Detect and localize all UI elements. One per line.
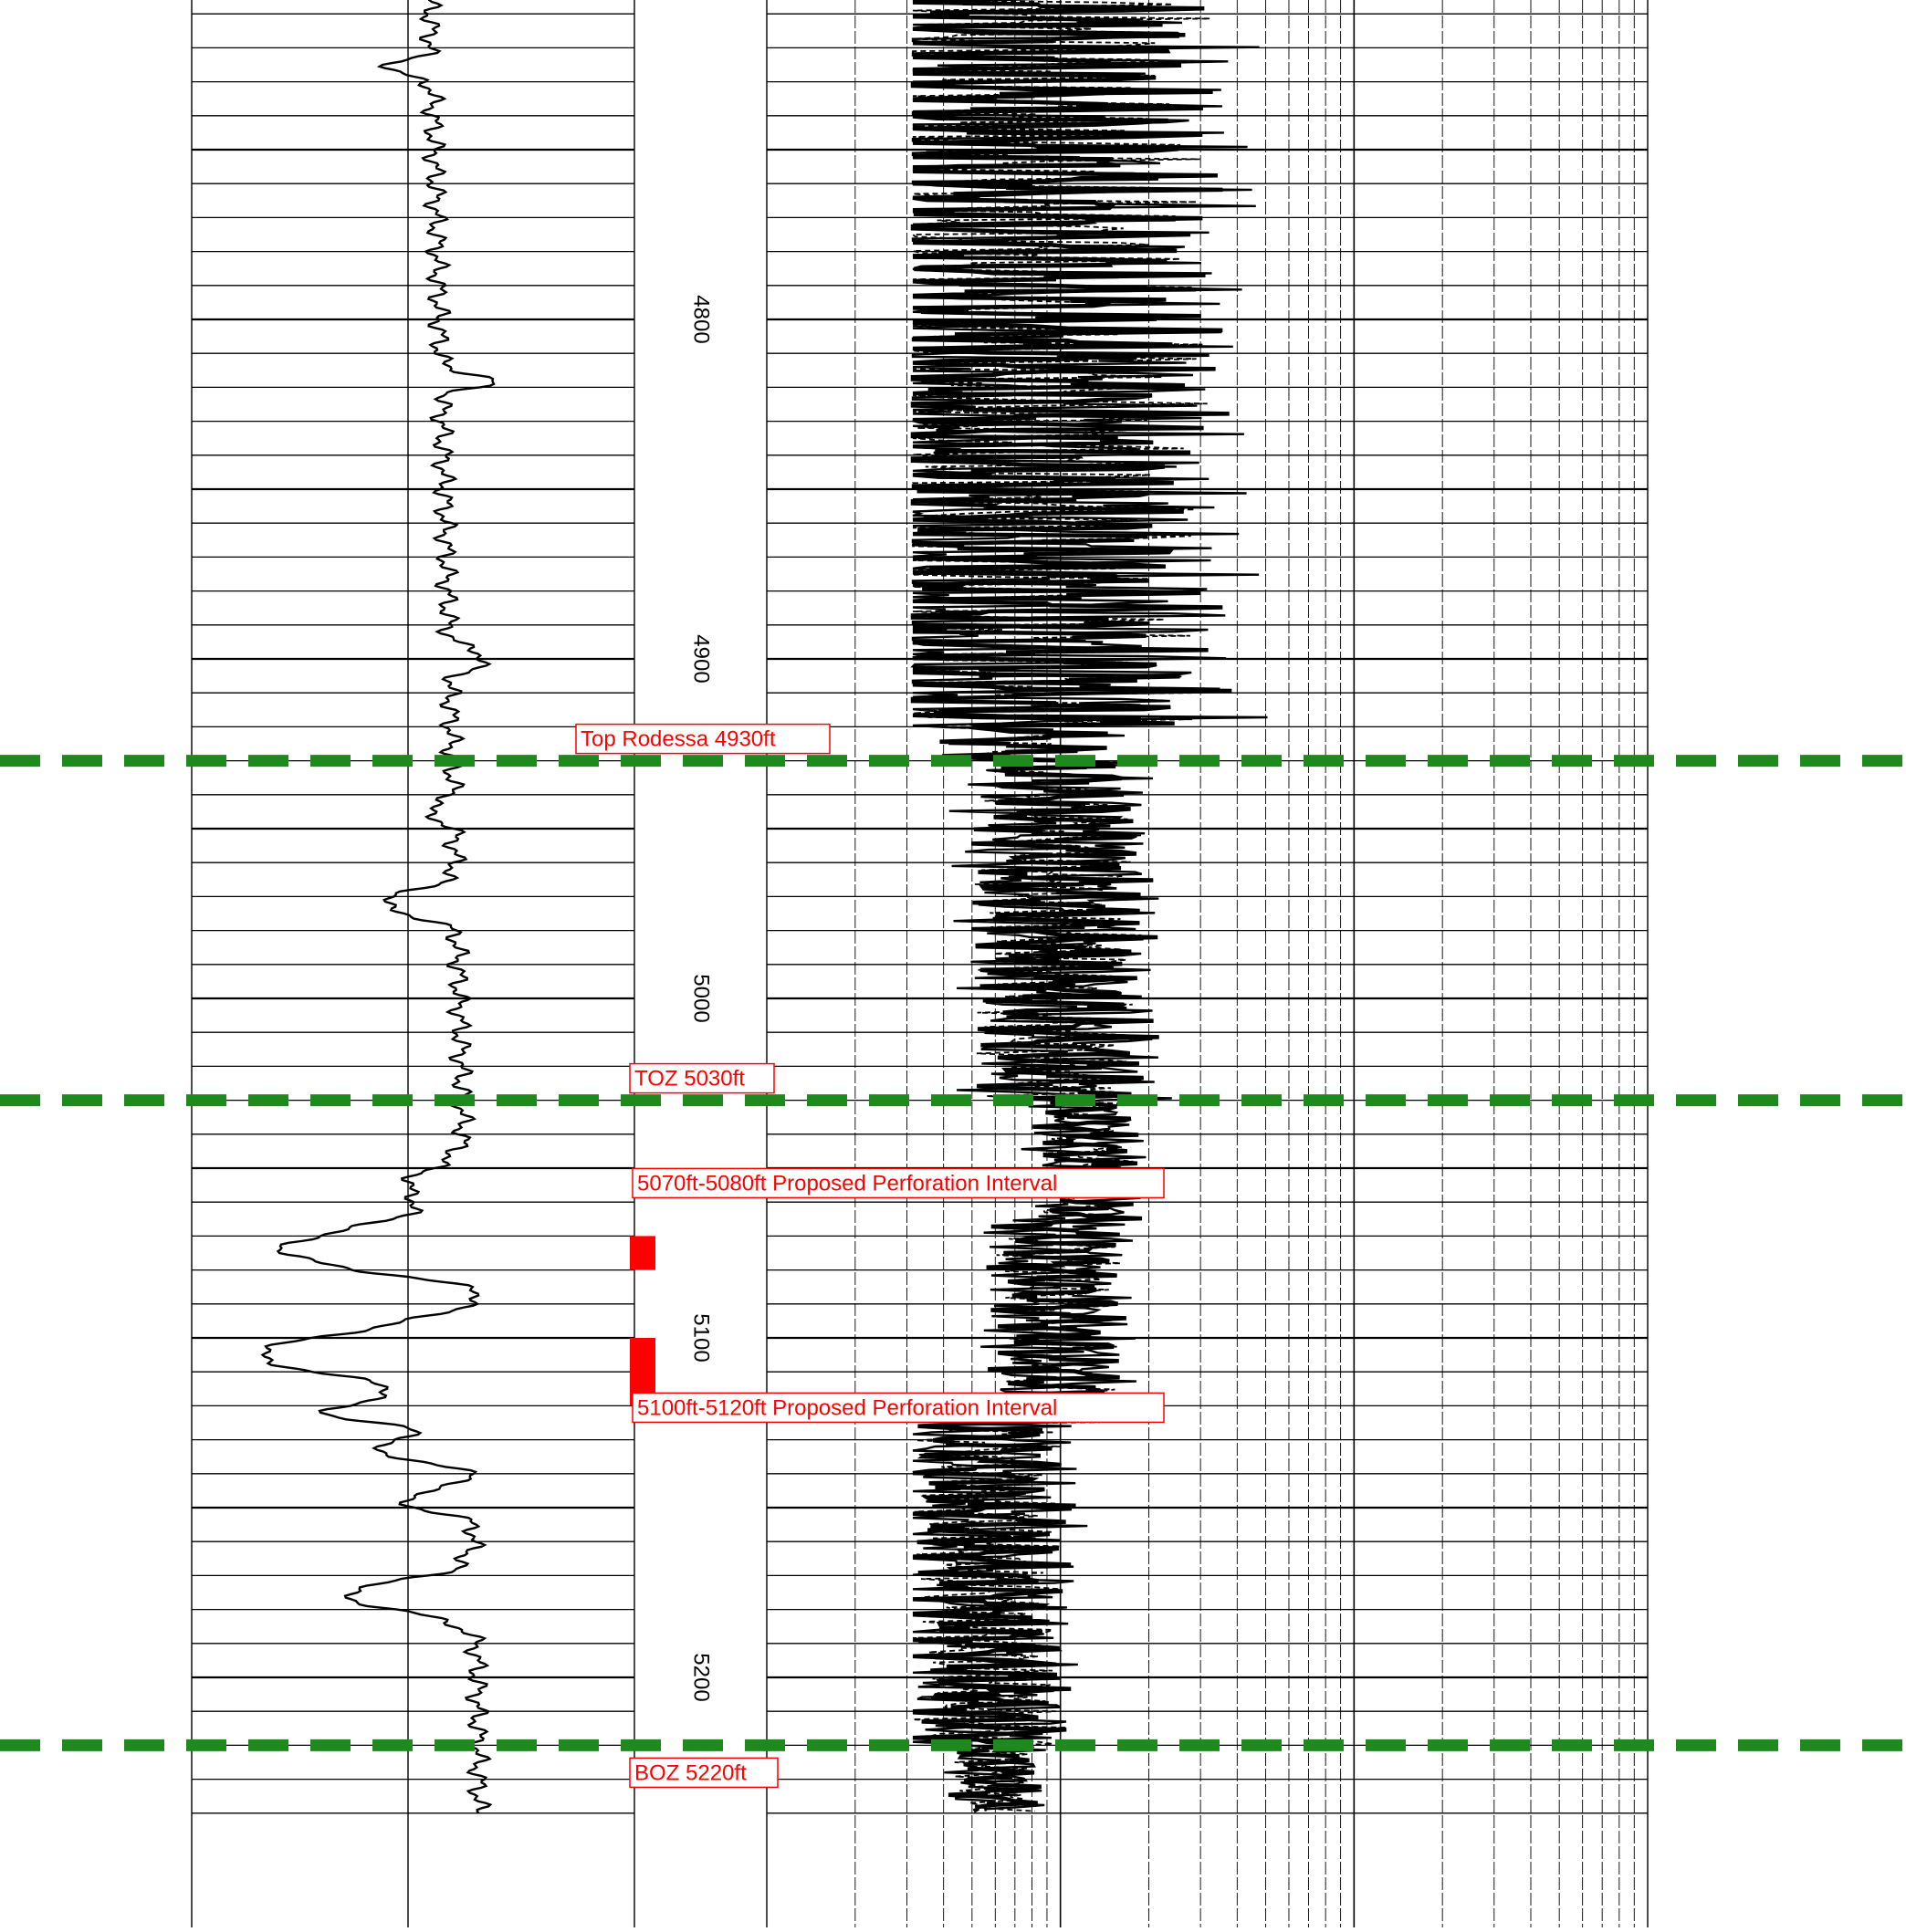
- perforation-layer: 5070ft-5080ft Proposed Perforation Inter…: [630, 1167, 1165, 1424]
- resistivity-curve-medium: [910, 0, 1268, 1812]
- depth-tick-label: 5000: [689, 974, 714, 1022]
- depth-tick-label: 5100: [689, 1313, 714, 1362]
- marker-label-box: [575, 723, 831, 755]
- curve-layer: [260, 0, 1268, 1814]
- depth-track-background: [635, 0, 766, 1927]
- marker-label-top-rodessa: Top Rodessa 4930ft: [581, 727, 776, 752]
- perforation-interval-bar: [630, 1236, 655, 1270]
- depth-tick-label: 5200: [689, 1653, 714, 1701]
- marker-layer: Top Rodessa 4930ft TOZ 5030ft BOZ 5220ft: [0, 723, 1906, 1789]
- perforation-label: 5070ft-5080ft Proposed Perforation Inter…: [637, 1171, 1057, 1196]
- marker-label-box: [629, 1062, 775, 1094]
- resistivity-curve-shallow: [910, 0, 1220, 1812]
- marker-label-boz: BOZ 5220ft: [634, 1760, 747, 1785]
- depth-tick-label: 4800: [689, 295, 714, 343]
- sp-curve: [260, 0, 496, 1814]
- perforation-label-box: [632, 1392, 1165, 1424]
- perforation-label: 5100ft-5120ft Proposed Perforation Inter…: [637, 1395, 1057, 1420]
- marker-label-toz: TOZ 5030ft: [634, 1067, 745, 1091]
- marker-label-box: [629, 1757, 779, 1789]
- depth-tick-label: 4900: [689, 634, 714, 683]
- depth-track: 4800 4900 5000 5100 5200: [635, 0, 766, 1927]
- perforation-label-box: [632, 1167, 1165, 1199]
